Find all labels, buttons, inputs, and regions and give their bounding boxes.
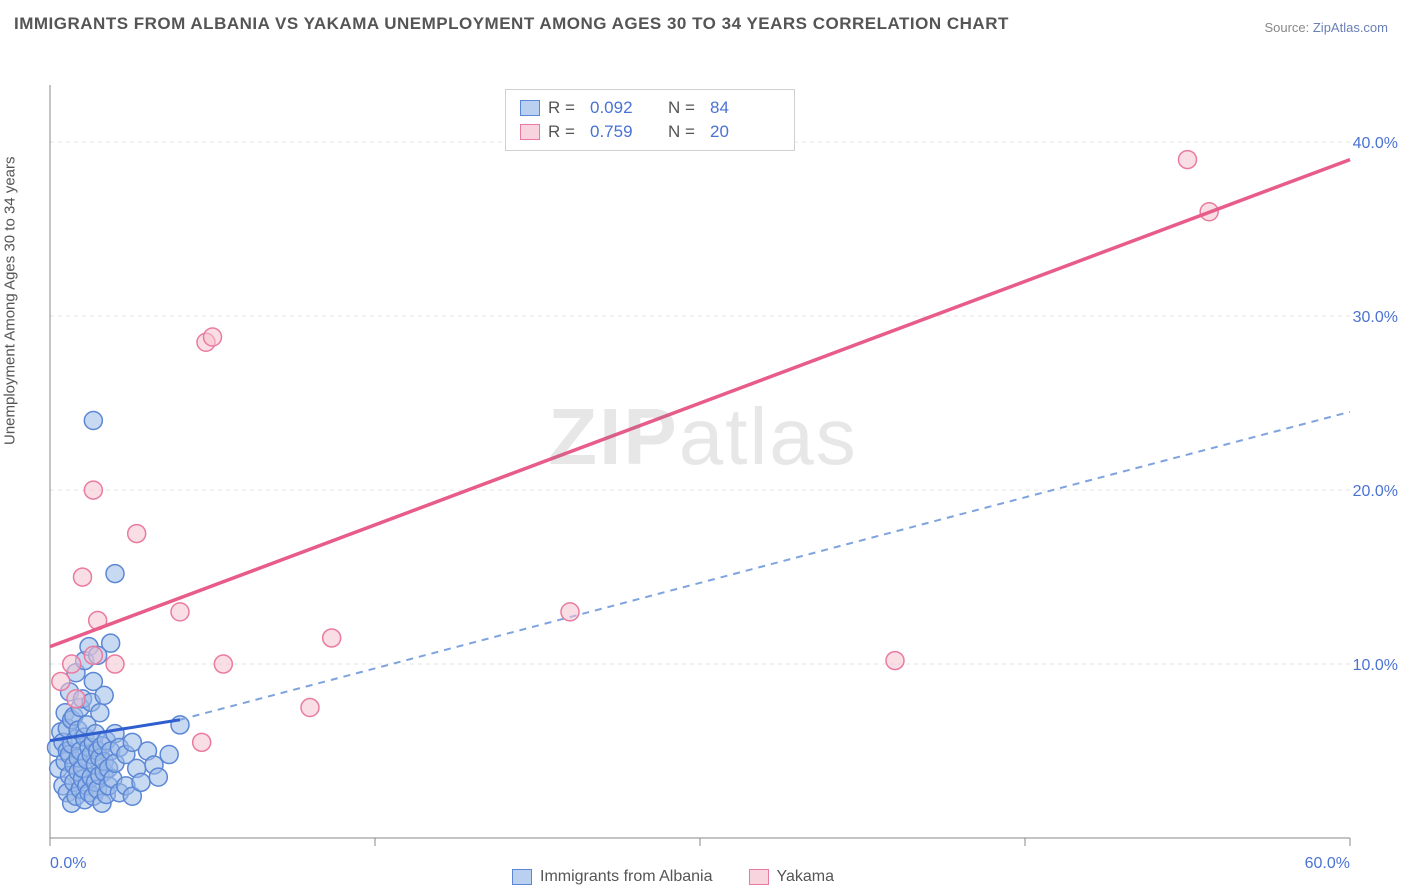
chart-title: IMMIGRANTS FROM ALBANIA VS YAKAMA UNEMPL… <box>14 14 1009 34</box>
data-point <box>52 672 70 690</box>
r-value: 0.759 <box>590 120 660 144</box>
stats-legend: R = 0.092 N = 84 R = 0.759 N = 20 <box>505 89 795 151</box>
source-prefix: Source: <box>1264 20 1312 35</box>
data-point <box>171 603 189 621</box>
y-tick-label: 30.0% <box>1353 309 1398 326</box>
data-point <box>84 646 102 664</box>
y-tick-label: 10.0% <box>1353 657 1398 674</box>
data-point <box>301 699 319 717</box>
n-label: N = <box>668 96 702 120</box>
x-tick-label: 0.0% <box>50 855 86 872</box>
data-point <box>63 655 81 673</box>
series-legend-item: Yakama <box>749 868 835 886</box>
data-point <box>886 652 904 670</box>
legend-swatch <box>520 124 540 140</box>
x-tick-label: 60.0% <box>1305 855 1350 872</box>
y-tick-label: 20.0% <box>1353 483 1398 500</box>
n-value: 84 <box>710 96 780 120</box>
data-point <box>128 525 146 543</box>
data-point <box>561 603 579 621</box>
r-value: 0.092 <box>590 96 660 120</box>
n-label: N = <box>668 120 702 144</box>
regression-line <box>50 160 1350 647</box>
r-label: R = <box>548 96 582 120</box>
chart-area: Unemployment Among Ages 30 to 34 years Z… <box>0 40 1406 850</box>
r-label: R = <box>548 120 582 144</box>
data-point <box>204 328 222 346</box>
legend-swatch <box>512 869 532 885</box>
data-point <box>106 565 124 583</box>
legend-swatch <box>749 869 769 885</box>
y-tick-label: 40.0% <box>1353 135 1398 152</box>
data-point <box>193 733 211 751</box>
series-legend-label: Yakama <box>777 868 835 886</box>
legend-swatch <box>520 100 540 116</box>
n-value: 20 <box>710 120 780 144</box>
data-point <box>95 686 113 704</box>
data-point <box>132 773 150 791</box>
data-point <box>84 412 102 430</box>
data-point <box>74 568 92 586</box>
regression-line-dashed <box>180 412 1350 720</box>
data-point <box>106 655 124 673</box>
chart-svg: 0.0% 60.0% 10.0% 20.0% 30.0% 40.0% <box>0 40 1406 890</box>
y-axis-label: Unemployment Among Ages 30 to 34 years <box>2 156 19 445</box>
series-legend-item: Immigrants from Albania <box>512 868 713 886</box>
stats-legend-row: R = 0.759 N = 20 <box>520 120 780 144</box>
data-point <box>91 704 109 722</box>
series-legend-label: Immigrants from Albania <box>540 868 713 886</box>
data-point <box>149 768 167 786</box>
data-point <box>1179 151 1197 169</box>
stats-legend-row: R = 0.092 N = 84 <box>520 96 780 120</box>
source-link[interactable]: ZipAtlas.com <box>1313 20 1388 35</box>
data-point <box>102 634 120 652</box>
data-point <box>214 655 232 673</box>
series-legend: Immigrants from Albania Yakama <box>512 868 834 886</box>
data-point <box>323 629 341 647</box>
data-point <box>84 481 102 499</box>
source-attribution: Source: ZipAtlas.com <box>1264 20 1388 35</box>
data-point <box>160 746 178 764</box>
data-point <box>67 690 85 708</box>
